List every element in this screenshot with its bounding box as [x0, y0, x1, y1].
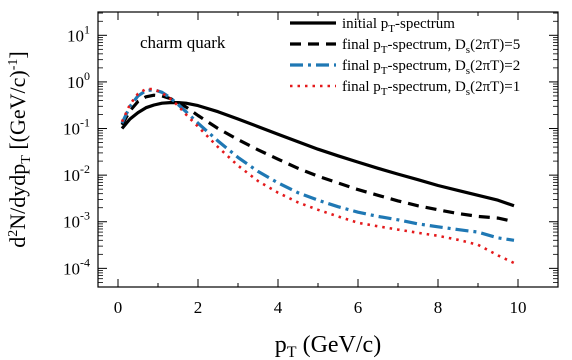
legend: initial pT-spectrum final pT-spectrum, Ds…	[290, 16, 520, 98]
y-tick-label: 10-3	[63, 209, 90, 232]
series-line-4	[120, 87, 515, 265]
legend-label-1: initial pT-spectrum	[342, 16, 455, 35]
series-line-2	[120, 93, 515, 224]
y-tick-label: 100	[67, 69, 90, 92]
x-tick-label: 0	[114, 298, 123, 317]
plot-frame	[97, 11, 559, 288]
series-layer	[120, 87, 515, 265]
x-tick-label: 10	[510, 298, 527, 317]
label-layer: 0 2 4 6 8 10 101 100 10-1 10-2 10-3 10-4 pT (GeV/c) d…	[5, 22, 527, 360]
y-tick-label: 10-4	[63, 255, 90, 278]
x-tick-label: 8	[434, 298, 443, 317]
y-tick-label: 101	[67, 22, 90, 45]
series-line-1	[120, 101, 515, 208]
tick-layer	[98, 12, 559, 288]
series-line-3	[120, 88, 515, 242]
legend-label-2: final pT-spectrum, Ds(2πT)=5	[342, 37, 520, 56]
x-tick-label: 6	[354, 298, 363, 317]
y-axis-label: d2N/dydpT [(GeV/c)-1]	[5, 51, 34, 247]
legend-label-3: final pT-spectrum, Ds(2πT)=2	[342, 58, 520, 77]
y-tick-label: 10-2	[63, 162, 90, 185]
x-axis-label: pT (GeV/c)	[275, 332, 381, 360]
y-tick-label: 10-1	[63, 116, 90, 139]
legend-label-4: final pT-spectrum, Ds(2πT)=1	[342, 79, 520, 98]
x-tick-label: 4	[274, 298, 283, 317]
annotation-charm-quark: charm quark	[140, 33, 226, 52]
x-tick-label: 2	[194, 298, 203, 317]
